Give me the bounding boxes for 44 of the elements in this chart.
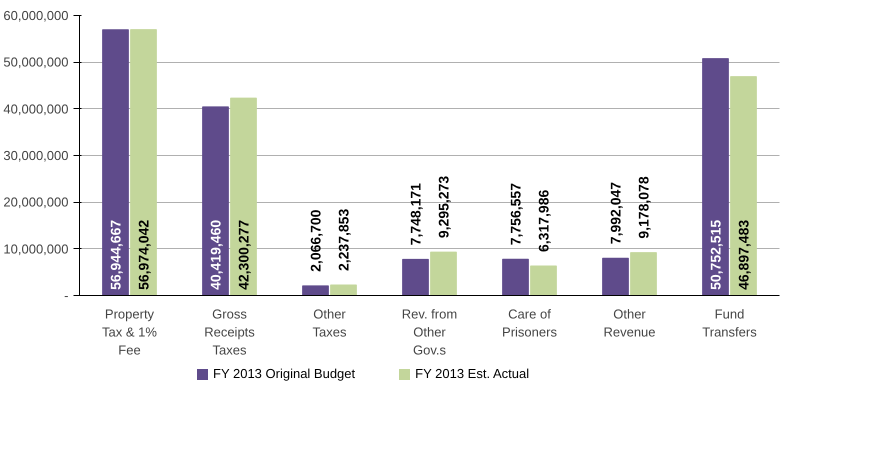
- data-label: 7,992,047: [608, 182, 624, 244]
- data-label: 46,897,483: [736, 220, 752, 290]
- data-label: 9,178,078: [636, 176, 652, 239]
- bar: [102, 29, 129, 296]
- y-tick-label: 20,000,000: [3, 194, 69, 210]
- data-label: 7,756,557: [508, 182, 524, 246]
- data-label: 50,752,515: [708, 220, 724, 290]
- bar: [602, 258, 629, 296]
- y-tick-label: 60,000,000: [3, 8, 69, 23]
- data-label: 2,237,853: [336, 208, 352, 272]
- x-tick-label: Rev. from Other Gov.s: [402, 306, 458, 358]
- data-label: 40,419,460: [208, 220, 224, 290]
- x-tick-label: Property Tax & 1% Fee: [102, 306, 158, 358]
- data-label: 56,944,667: [108, 220, 124, 290]
- data-label: 6,317,986: [536, 190, 552, 252]
- bar: [202, 106, 229, 296]
- bar: [530, 266, 557, 296]
- legend-label: FY 2013 Est. Actual: [415, 365, 530, 383]
- data-label: 42,300,277: [236, 220, 252, 290]
- bar: [302, 285, 329, 296]
- bar: [702, 58, 729, 296]
- bar: [730, 76, 757, 296]
- x-tick-label: Fund Transfers: [702, 306, 758, 340]
- x-tick-label: Care of Prisoners: [502, 306, 558, 340]
- legend-label: FY 2013 Original Budget: [213, 365, 356, 383]
- bar: [330, 284, 357, 296]
- x-tick-label: Other Revenue: [603, 306, 656, 340]
- bar: [130, 29, 157, 296]
- data-label: 56,974,042: [136, 220, 152, 290]
- data-label: 7,748,171: [408, 182, 424, 246]
- bar: [402, 258, 429, 296]
- x-tick-label: Gross Receipts Taxes: [204, 306, 256, 358]
- y-tick-label: -: [64, 288, 69, 303]
- data-label: 9,295,273: [436, 176, 452, 238]
- bar: [430, 252, 457, 296]
- x-tick-label: Other Taxes: [312, 306, 347, 340]
- y-tick-label: 40,000,000: [3, 101, 69, 116]
- bar: [230, 98, 257, 296]
- bar: [630, 252, 657, 296]
- bar: [502, 258, 529, 296]
- data-label: 2,066,700: [308, 209, 324, 272]
- y-tick-label: 50,000,000: [3, 54, 69, 70]
- y-tick-label: 30,000,000: [3, 148, 69, 163]
- y-tick-label: 10,000,000: [3, 241, 69, 256]
